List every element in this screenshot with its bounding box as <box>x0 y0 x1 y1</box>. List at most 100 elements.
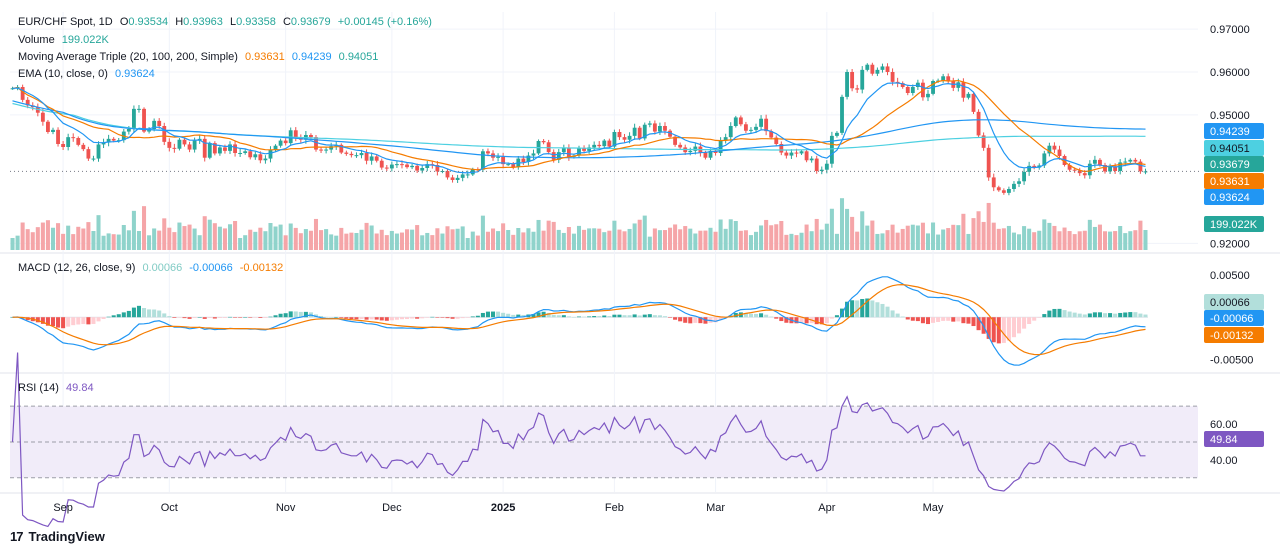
volume-bar <box>920 222 925 250</box>
macd-hist-bar <box>688 317 693 324</box>
volume-bar <box>66 225 71 250</box>
macd-signal-line <box>12 283 1146 356</box>
volume-bar <box>541 230 546 250</box>
candle-body <box>1098 159 1102 165</box>
badge-background <box>1204 294 1264 310</box>
volume-bar <box>905 225 910 250</box>
candle-body <box>182 139 187 145</box>
candle-body <box>344 152 349 154</box>
ma20-line <box>12 79 1146 173</box>
macd-hist-bar <box>642 314 647 318</box>
volume-bar <box>379 229 384 250</box>
candle-body <box>1082 173 1087 176</box>
volume-bar <box>718 219 723 250</box>
volume-bar <box>683 226 688 250</box>
tradingview-logo-icon: 17 <box>10 529 24 544</box>
macd-hist-bar <box>35 317 40 323</box>
price-tick-label: 0.96000 <box>1210 67 1250 79</box>
macd-hist-bar <box>673 317 678 320</box>
macd-hist-bar <box>182 317 187 319</box>
badge-text: 0.94239 <box>1210 126 1250 138</box>
volume-bar <box>809 231 814 250</box>
candle-body <box>137 108 141 110</box>
rsi-pane[interactable] <box>10 352 1198 528</box>
tradingview-logo[interactable]: 17 TradingView <box>10 529 105 544</box>
badge-background <box>1204 173 1264 189</box>
rsi-badge: 49.84 <box>1204 431 1264 447</box>
macd-hist-bar <box>238 317 243 318</box>
volume-bar <box>501 223 506 250</box>
macd-hist-bar <box>293 311 298 318</box>
macd-hist-bar <box>794 317 799 324</box>
volume-bar <box>703 230 708 250</box>
price-tick-label: 0.95000 <box>1210 110 1250 122</box>
macd-hist-bar <box>1011 317 1016 338</box>
volume-bar <box>405 229 410 250</box>
macd-hist-bar <box>283 313 288 318</box>
volume-bar <box>131 210 136 250</box>
symbol-legend[interactable]: EUR/CHF Spot, 1D O0.93534 H0.93963 L0.93… <box>18 16 436 28</box>
volume-value: 199.022K <box>61 34 109 46</box>
macd-badge: -0.00066 <box>1204 310 1264 326</box>
candle-body <box>587 147 592 151</box>
macd-hist-bar <box>931 317 936 323</box>
candle-body <box>521 158 526 162</box>
volume-bar <box>187 224 192 250</box>
badge-background <box>1204 189 1264 205</box>
candle-body <box>480 151 485 170</box>
volume-bar <box>182 226 187 250</box>
candle-body <box>283 140 288 144</box>
volume-bar <box>136 231 141 250</box>
candle-body <box>501 156 506 165</box>
macd-hist-bar <box>668 317 673 318</box>
rsi-legend[interactable]: RSI (14) 49.84 <box>18 382 98 394</box>
macd-hist-bar <box>632 314 637 318</box>
candle-body <box>1052 145 1057 150</box>
macd-hist-bar <box>834 315 839 318</box>
volume-bar <box>91 231 96 250</box>
volume-bar <box>303 229 308 250</box>
candle-body <box>728 126 733 138</box>
macd-hist-bar <box>324 316 329 318</box>
ema-legend[interactable]: EMA (10, close, 0) 0.93624 <box>18 68 159 80</box>
ohlc-low: L0.93358 <box>229 16 276 28</box>
candle-body <box>526 155 531 162</box>
candle-body <box>617 132 622 138</box>
volume-bar <box>45 220 50 250</box>
candle-body <box>996 187 1001 191</box>
macd-hist-bar <box>779 317 784 322</box>
candle-body <box>81 144 86 150</box>
candle-body <box>202 138 207 158</box>
candle-body <box>764 118 769 132</box>
candle-body <box>248 151 253 158</box>
volume-bar <box>329 234 334 250</box>
macd-hist-bar <box>197 317 202 318</box>
macd-hist-bar <box>298 311 303 318</box>
candle-body <box>40 112 45 122</box>
macd-hist-bar <box>657 315 662 318</box>
volume-pane <box>10 198 1148 250</box>
macd-hist-bar <box>511 314 516 318</box>
price-pane[interactable] <box>10 62 1200 196</box>
volume-bar <box>425 232 430 250</box>
candle-body <box>293 130 298 138</box>
candle-body <box>946 76 951 81</box>
candle-body <box>157 120 162 126</box>
volume-legend[interactable]: Volume 199.022K <box>18 34 113 46</box>
candle-body <box>754 126 758 130</box>
badge-text: 0.93624 <box>1210 192 1250 204</box>
ma-legend[interactable]: Moving Average Triple (20, 100, 200, Sim… <box>18 51 382 63</box>
macd-hist-bar <box>86 317 91 325</box>
candle-body <box>1092 159 1097 164</box>
candle-body <box>324 149 329 151</box>
macd-pane[interactable] <box>10 276 1148 366</box>
candle-body <box>759 118 764 127</box>
price-badges: 0.94239 0.94051 0.93679 0.93631 0.93624 199.0… <box>1204 123 1264 447</box>
macd-hist-bar <box>450 317 455 319</box>
candle-body <box>577 147 581 156</box>
candle-body <box>20 87 25 100</box>
macd-legend[interactable]: MACD (12, 26, close, 9) 0.00066 -0.00066… <box>18 262 287 274</box>
candle-body <box>678 144 683 148</box>
macd-hist-bar <box>126 310 131 318</box>
